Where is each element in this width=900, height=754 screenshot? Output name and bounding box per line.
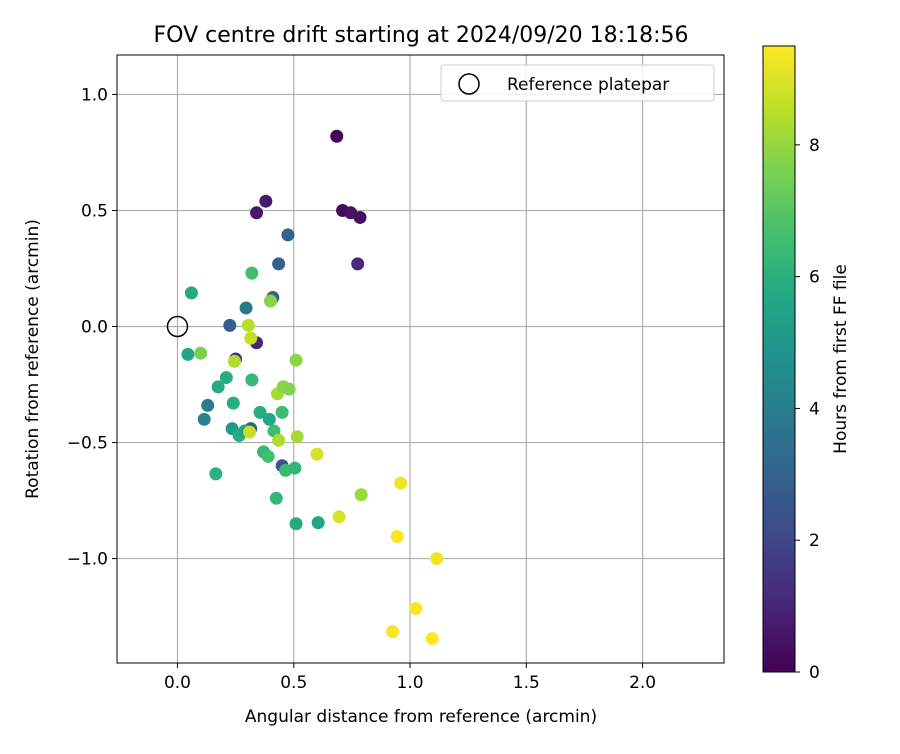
- data-point: [243, 425, 257, 439]
- data-point: [244, 331, 258, 345]
- data-point: [430, 552, 444, 566]
- data-point: [275, 405, 289, 419]
- data-point: [250, 206, 264, 220]
- x-tick-label: 0.0: [164, 673, 191, 693]
- data-point: [289, 517, 303, 531]
- y-tick-label: 0.0: [81, 318, 108, 338]
- chart-title: FOV centre drift starting at 2024/09/20 …: [154, 23, 689, 48]
- data-point: [272, 257, 286, 271]
- data-point: [332, 510, 346, 524]
- x-axis-ticks: 0.0 0.5 1.0 1.5 2.0: [164, 663, 656, 693]
- data-point: [289, 353, 303, 367]
- colorbar-tick-label: 6: [809, 268, 820, 288]
- data-point: [263, 294, 277, 308]
- data-point: [353, 210, 367, 224]
- data-point: [223, 318, 237, 332]
- data-point: [311, 516, 325, 530]
- y-axis-label: Rotation from reference (arcmin): [23, 219, 43, 499]
- data-point: [272, 433, 286, 447]
- legend-label-reference-platepar: Reference platepar: [507, 75, 669, 95]
- data-point: [181, 347, 195, 361]
- plot-frame: [116, 54, 725, 664]
- data-point: [227, 354, 241, 368]
- data-point: [351, 257, 365, 271]
- data-point: [245, 266, 259, 280]
- data-point: [241, 318, 255, 332]
- legend-box: [440, 64, 715, 102]
- data-point: [253, 405, 267, 419]
- y-axis-ticks: 1.0 0.5 0.0 −0.5 −1.0: [67, 85, 117, 570]
- y-tick-label: −0.5: [67, 434, 108, 454]
- colorbar-tick-label: 2: [809, 531, 820, 551]
- data-point: [282, 382, 296, 396]
- x-tick-label: 0.5: [280, 673, 307, 693]
- x-tick-label: 2.0: [629, 673, 656, 693]
- legend: Reference platepar: [440, 64, 715, 102]
- colorbar-ticks: 0 2 4 6 8: [795, 136, 820, 683]
- data-point: [425, 632, 439, 646]
- data-point: [219, 371, 233, 385]
- y-tick-label: 0.5: [81, 201, 108, 221]
- data-points: [181, 129, 444, 646]
- colorbar: [762, 45, 796, 673]
- x-tick-label: 1.0: [397, 673, 424, 693]
- legend-reference-marker: [458, 73, 480, 95]
- data-point: [281, 228, 295, 242]
- data-point: [245, 373, 259, 387]
- data-point: [288, 461, 302, 475]
- data-point: [201, 398, 215, 412]
- data-point: [269, 491, 283, 505]
- data-point: [211, 380, 225, 394]
- x-axis-label: Angular distance from reference (arcmin): [245, 707, 597, 727]
- data-point: [197, 412, 211, 426]
- colorbar-label: Hours from first FF file: [831, 264, 851, 454]
- reference-marker-group: [166, 315, 189, 338]
- data-point: [409, 601, 423, 615]
- data-point: [386, 625, 400, 639]
- plot-area: [117, 55, 724, 663]
- data-point: [261, 449, 275, 463]
- data-point: [226, 396, 240, 410]
- x-tick-label: 1.5: [513, 673, 540, 693]
- data-point: [262, 412, 276, 426]
- colorbar-tick-label: 4: [809, 399, 820, 419]
- colorbar-tick-label: 0: [809, 663, 820, 683]
- y-tick-label: −1.0: [67, 550, 108, 570]
- data-point: [209, 467, 223, 481]
- data-point: [330, 129, 344, 143]
- colorbar-tick-label: 8: [809, 136, 820, 156]
- data-point: [194, 346, 208, 360]
- reference-platepar-marker: [166, 315, 189, 338]
- data-point: [184, 286, 198, 300]
- data-point: [290, 430, 304, 444]
- y-tick-label: 1.0: [81, 85, 108, 105]
- data-point: [310, 447, 324, 461]
- data-point: [394, 476, 408, 490]
- data-point: [354, 488, 368, 502]
- data-point: [259, 194, 273, 208]
- data-point: [239, 301, 253, 315]
- data-point: [390, 530, 404, 544]
- grid: [117, 55, 724, 663]
